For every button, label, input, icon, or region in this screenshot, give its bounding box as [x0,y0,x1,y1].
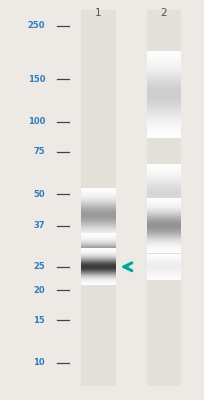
Bar [81,10,115,386]
Text: 1: 1 [95,8,101,18]
Text: 150: 150 [28,75,45,84]
Text: 37: 37 [33,221,45,230]
Text: 100: 100 [28,117,45,126]
Text: 25: 25 [33,262,45,271]
Text: 15: 15 [33,316,45,325]
Text: 10: 10 [33,358,45,367]
Text: 20: 20 [33,286,45,295]
Text: 2: 2 [160,8,166,18]
Bar [146,10,181,386]
Text: 50: 50 [33,190,45,199]
Text: 75: 75 [33,147,45,156]
Text: 250: 250 [28,21,45,30]
